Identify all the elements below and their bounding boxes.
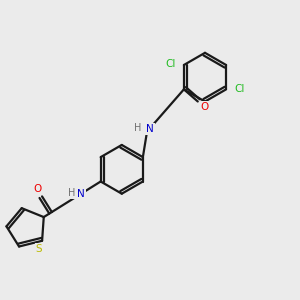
Text: H: H xyxy=(134,123,141,133)
Text: N: N xyxy=(146,124,154,134)
Text: S: S xyxy=(36,244,42,254)
Text: Cl: Cl xyxy=(165,58,176,68)
Text: H: H xyxy=(68,188,75,198)
Text: O: O xyxy=(34,184,42,194)
Text: Cl: Cl xyxy=(234,84,245,94)
Text: O: O xyxy=(200,102,208,112)
Text: N: N xyxy=(77,189,85,199)
